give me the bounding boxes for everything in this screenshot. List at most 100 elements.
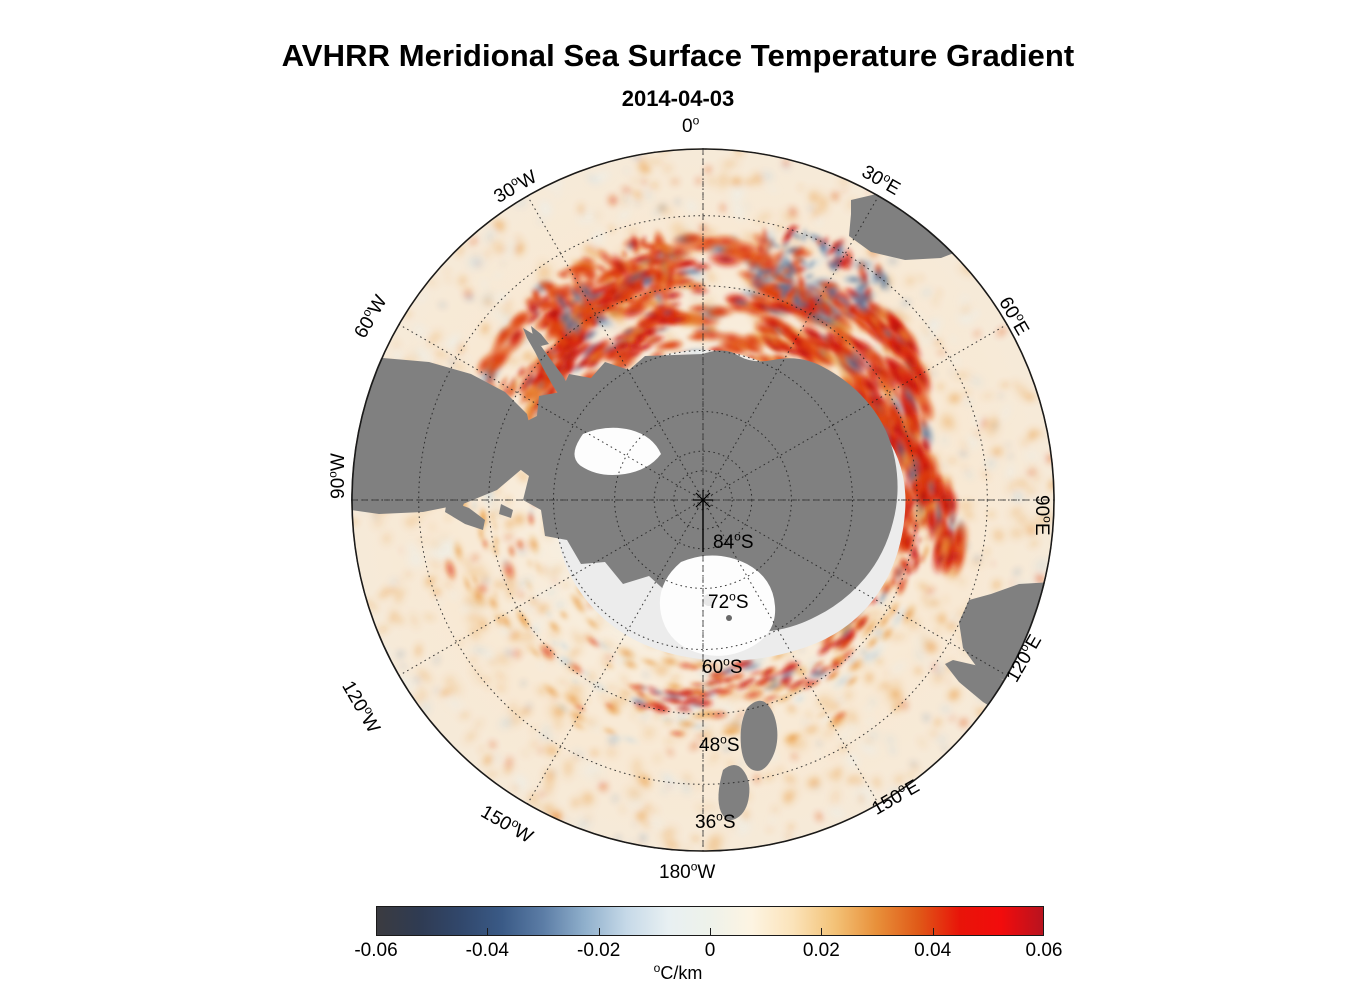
sst-gradient-feature <box>843 751 862 770</box>
sst-gradient-feature <box>964 513 973 519</box>
sst-gradient-feature <box>580 789 597 806</box>
sst-gradient-feature <box>945 686 963 704</box>
sst-gradient-feature <box>941 463 947 468</box>
sst-gradient-feature <box>540 777 558 795</box>
sst-gradient-feature <box>511 647 523 661</box>
sst-gradient-feature <box>781 159 791 168</box>
sst-gradient-feature <box>793 694 807 705</box>
sst-gradient-feature <box>482 577 491 584</box>
sst-gradient-feature <box>558 609 570 621</box>
sst-gradient-feature <box>973 554 982 563</box>
sst-gradient-feature <box>961 465 969 471</box>
colorbar-tick <box>932 928 934 936</box>
sst-gradient-feature <box>908 761 923 775</box>
sst-gradient-feature <box>640 176 648 188</box>
sst-gradient-feature <box>682 196 701 216</box>
sst-gradient-feature <box>740 343 765 355</box>
sst-gradient-feature <box>569 676 582 687</box>
sst-gradient-feature <box>462 573 473 596</box>
sst-gradient-feature <box>484 685 493 690</box>
sst-gradient-feature <box>499 261 507 266</box>
sst-gradient-feature <box>881 340 892 353</box>
sst-gradient-feature <box>936 288 942 298</box>
sst-gradient-feature <box>935 382 946 392</box>
sst-gradient-feature <box>561 582 571 588</box>
sst-gradient-feature <box>633 194 645 204</box>
sst-gradient-feature <box>982 548 991 556</box>
sst-gradient-feature <box>603 702 616 710</box>
sst-gradient-feature <box>641 802 653 813</box>
sst-gradient-feature <box>503 648 514 658</box>
sst-gradient-feature <box>633 756 641 768</box>
sst-gradient-feature <box>639 723 660 743</box>
sst-gradient-feature <box>656 669 666 676</box>
lon-label-90W: 90oW <box>325 453 349 499</box>
sst-gradient-feature <box>431 586 442 597</box>
sst-gradient-feature <box>514 235 522 241</box>
sst-gradient-feature <box>780 789 796 807</box>
sst-gradient-feature <box>1026 460 1039 475</box>
sst-gradient-feature <box>392 596 405 605</box>
sst-gradient-feature <box>469 553 480 564</box>
sst-gradient-feature <box>1037 515 1049 531</box>
sst-gradient-feature <box>492 271 504 280</box>
sst-gradient-feature <box>452 538 465 564</box>
sst-gradient-feature <box>530 623 542 636</box>
sst-gradient-feature <box>948 333 960 346</box>
sst-gradient-feature <box>714 167 732 194</box>
sst-gradient-feature <box>551 188 565 201</box>
sst-gradient-feature <box>603 661 616 670</box>
sst-gradient-feature <box>814 217 824 228</box>
sst-gradient-feature <box>618 734 642 745</box>
sst-gradient-feature <box>998 382 1012 388</box>
sst-gradient-feature <box>843 351 866 376</box>
sst-gradient-feature <box>443 276 454 283</box>
sst-gradient-feature <box>816 345 842 368</box>
sst-gradient-feature <box>401 515 417 531</box>
sst-gradient-feature <box>1021 446 1043 466</box>
sst-gradient-feature <box>568 720 587 732</box>
sst-gradient-feature <box>540 681 563 701</box>
sst-gradient-feature <box>916 735 928 751</box>
sst-gradient-feature <box>922 656 933 670</box>
sst-gradient-feature <box>516 364 526 377</box>
sst-gradient-feature <box>688 741 700 752</box>
sst-gradient-feature <box>470 584 487 609</box>
sst-gradient-feature <box>659 654 682 668</box>
sst-gradient-feature <box>883 398 901 427</box>
sst-gradient-feature <box>888 605 908 632</box>
sst-gradient-feature <box>375 624 391 635</box>
sst-gradient-feature <box>657 715 676 723</box>
sst-gradient-feature <box>906 394 921 422</box>
sst-gradient-feature <box>394 650 406 659</box>
sst-gradient-feature <box>1022 521 1038 538</box>
sst-gradient-feature <box>929 612 941 623</box>
sst-gradient-feature <box>730 197 747 224</box>
sst-gradient-feature <box>800 725 819 736</box>
sst-gradient-feature <box>456 273 469 289</box>
sst-gradient-feature <box>934 669 943 675</box>
sst-gradient-feature <box>887 658 910 677</box>
sst-gradient-feature <box>552 769 557 776</box>
sst-gradient-feature <box>912 311 927 319</box>
sst-gradient-feature <box>913 664 924 675</box>
sst-gradient-feature <box>940 411 959 435</box>
sst-gradient-feature <box>523 605 536 614</box>
sst-gradient-feature <box>511 771 530 795</box>
sst-gradient-feature <box>847 771 868 789</box>
sst-gradient-feature <box>1006 525 1027 542</box>
sst-gradient-feature <box>404 549 428 571</box>
sst-gradient-feature <box>494 225 507 234</box>
sst-gradient-feature <box>961 387 973 398</box>
sst-gradient-feature <box>583 813 593 823</box>
sst-gradient-feature <box>550 714 567 734</box>
sst-gradient-feature <box>505 755 514 769</box>
sst-gradient-feature <box>706 751 720 767</box>
sst-gradient-feature <box>861 705 875 713</box>
sst-gradient-feature <box>445 514 451 521</box>
sst-gradient-feature <box>600 726 619 737</box>
sst-gradient-feature <box>559 754 577 776</box>
sst-gradient-feature <box>517 538 524 551</box>
sst-gradient-feature <box>897 326 912 344</box>
sst-gradient-feature <box>409 346 429 358</box>
